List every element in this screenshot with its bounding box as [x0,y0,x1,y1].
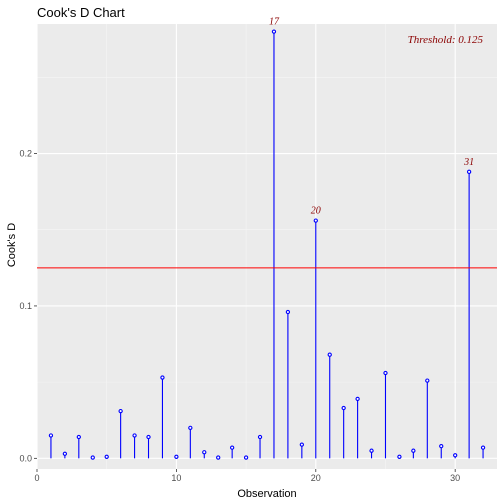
cooks-d-point [327,352,332,357]
cooks-d-point [90,455,95,460]
x-tick-label: 20 [311,473,321,483]
cooks-d-point [174,454,179,459]
y-tick-label: 0.1 [19,301,32,311]
cooks-d-point [160,375,165,380]
x-tick-labels: 0 10 20 30 [34,473,460,483]
cooks-d-point [383,370,388,376]
cooks-d-point [243,455,249,460]
x-tick-label: 10 [171,473,181,483]
outlier-label: 17 [269,17,280,28]
cooks-d-point [313,218,318,223]
major-gridlines [36,24,497,469]
cooks-d-point [341,405,346,411]
minor-gridlines [37,24,497,469]
cooks-d-point [285,309,291,315]
cooks-d-point [202,450,207,455]
cooks-d-point [425,378,430,383]
y-axis-title: Cook's D [6,223,18,267]
cooks-d-point [369,448,374,453]
point-series [48,29,486,460]
cooks-d-point [355,396,360,402]
axis-ticks [34,153,456,472]
cooks-d-point [104,454,109,459]
cooks-d-point [216,455,221,460]
cooks-d-point [271,29,277,34]
x-tick-label: 30 [450,473,460,483]
y-tick-label: 0.0 [19,453,32,463]
x-axis-title: Observation [237,488,296,500]
outlier-label: 31 [463,157,474,168]
x-tick-label: 0 [34,473,39,483]
outlier-label: 20 [311,206,321,217]
cooks-d-point [48,433,54,438]
cooks-d-point [118,408,123,414]
cooks-d-point [188,425,193,431]
cooks-d-point [453,453,458,458]
cooks-d-point [397,454,402,459]
chart-title: Cook's D Chart [37,5,125,20]
plot-panel [37,24,497,469]
cooks-d-point [76,434,81,440]
cooks-d-point [299,442,304,447]
cooks-d-point [411,448,416,453]
cooks-d-point [62,451,68,456]
cooks-d-point [466,169,472,174]
y-tick-label: 0.2 [19,149,32,159]
cooks-d-point [439,443,444,449]
cooks-d-point [257,434,263,440]
cooks-d-point [480,445,486,450]
cooks-d-point [132,433,137,438]
cooks-d-point [230,445,235,450]
threshold-label: Threshold: 0.125 [408,34,484,46]
stem-series [50,31,484,459]
point-annotations: 17 20 31 [269,17,474,217]
y-tick-labels: 0.0 0.1 0.2 [19,149,32,464]
cooks-d-point [146,434,151,440]
